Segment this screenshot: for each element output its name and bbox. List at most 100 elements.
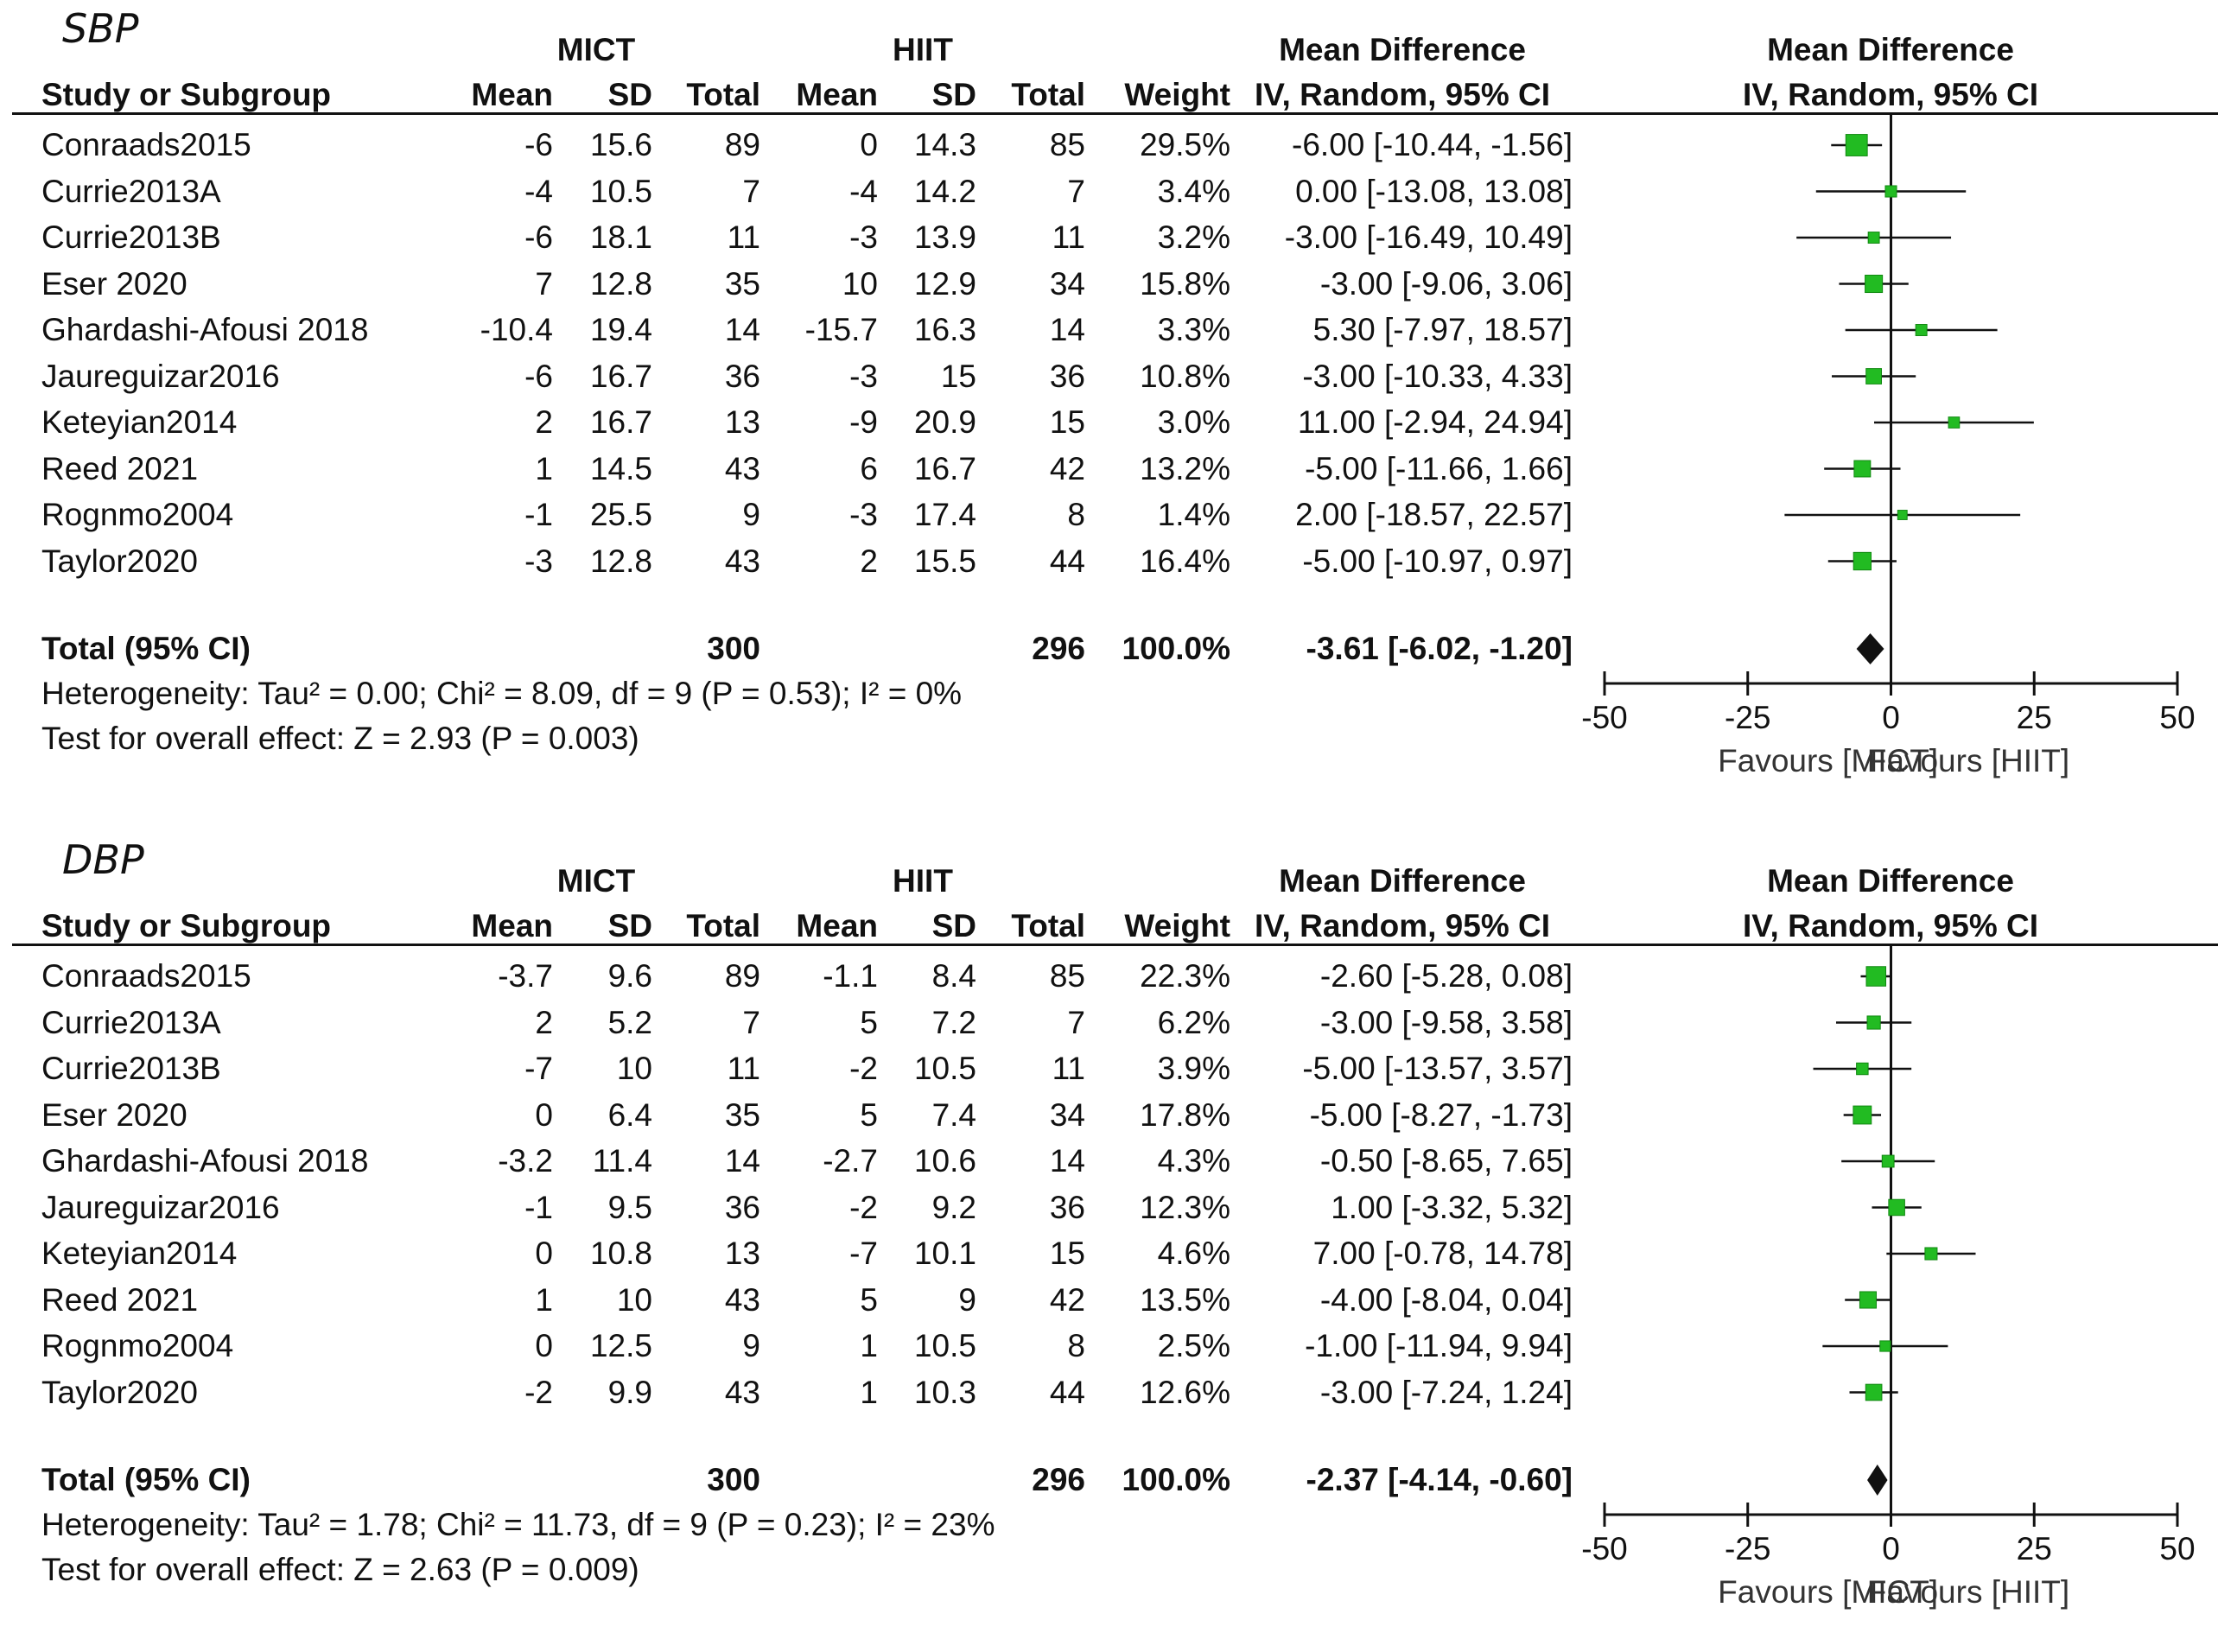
- mean-difference-ci: 7.00 [-0.78, 14.78]: [1312, 1236, 1573, 1271]
- effect-marker: [1853, 1105, 1872, 1125]
- effect-marker: [1867, 232, 1880, 244]
- mean-mict: -3.2: [498, 1143, 553, 1179]
- favours-left-label: Favours [MICT]: [1718, 743, 1938, 778]
- weight: 16.4%: [1140, 543, 1230, 579]
- sd-mict: 10: [616, 1281, 652, 1318]
- md-column-title: Mean Difference: [1279, 32, 1526, 67]
- total-label: Total (95% CI): [41, 631, 251, 666]
- study-name: Ghardashi-Afousi 2018: [41, 312, 369, 347]
- total-hiit: 7: [1067, 1004, 1085, 1040]
- header-sd-hiit: SD: [931, 77, 976, 112]
- forest-plot-area: -50 -25 0 25 50 Favours [MICT]Favours [HIIT]: [1581, 112, 2196, 778]
- weight: 3.4%: [1157, 173, 1230, 209]
- total-hiit: 44: [1049, 1374, 1085, 1410]
- header-mean-hiit: Mean: [796, 77, 878, 112]
- total-mean-difference-ci: -3.61 [-6.02, -1.20]: [1306, 631, 1573, 666]
- header-mean-mict: Mean: [471, 908, 553, 944]
- total-mict: 7: [742, 173, 760, 209]
- header-total-hiit: Total: [1011, 77, 1085, 112]
- header-total-hiit: Total: [1011, 908, 1085, 944]
- weight: 13.5%: [1140, 1281, 1230, 1318]
- favours-right-label: Favours [HIIT]: [1867, 743, 2069, 778]
- total-hiit: 296: [1032, 631, 1085, 666]
- total-hiit: 296: [1032, 1462, 1085, 1497]
- mean-hiit: 1: [860, 1328, 878, 1363]
- effect-marker: [1948, 416, 1961, 429]
- x-tick-label: -25: [1725, 700, 1770, 735]
- sd-mict: 11.4: [592, 1143, 652, 1179]
- sd-mict: 10.5: [589, 173, 652, 209]
- study-name: Currie2013A: [41, 173, 221, 209]
- effect-marker: [1853, 460, 1872, 478]
- sd-mict: 9.5: [607, 1189, 652, 1225]
- effect-marker: [1865, 274, 1884, 294]
- mean-hiit: 0: [860, 127, 878, 162]
- mean-mict: -6: [524, 219, 553, 255]
- weight: 13.2%: [1140, 450, 1230, 486]
- sd-mict: 9.9: [607, 1374, 652, 1410]
- x-tick-label: 0: [1882, 1531, 1900, 1566]
- sd-hiit: 10.5: [913, 1328, 976, 1363]
- total-mict: 11: [727, 1051, 760, 1086]
- study-name: Conraads2015: [41, 127, 251, 162]
- total-mict: 35: [724, 1096, 760, 1133]
- mean-hiit: -7: [849, 1236, 878, 1271]
- heterogeneity-text: Heterogeneity: Tau² = 1.78; Chi² = 11.73…: [41, 1507, 995, 1542]
- study-name: Jaureguizar2016: [41, 358, 280, 394]
- sd-mict: 12.8: [589, 543, 652, 579]
- weight: 22.3%: [1140, 958, 1230, 994]
- sd-mict: 19.4: [589, 312, 652, 347]
- group2-label: HIIT: [893, 863, 953, 899]
- total-mict: 300: [707, 1462, 760, 1497]
- study-name: Ghardashi-Afousi 2018: [41, 1143, 369, 1179]
- total-mict: 13: [724, 404, 760, 440]
- mean-hiit: -15.7: [804, 312, 878, 347]
- weight: 12.6%: [1140, 1374, 1230, 1410]
- x-tick-label: 25: [2017, 700, 2052, 735]
- header-mean-hiit: Mean: [796, 908, 878, 944]
- weight: 12.3%: [1140, 1189, 1230, 1225]
- mean-difference-ci: -3.00 [-16.49, 10.49]: [1284, 219, 1573, 255]
- mean-hiit: 5: [860, 1096, 878, 1133]
- sd-hiit: 15: [940, 358, 976, 394]
- total-mict: 43: [724, 1374, 760, 1410]
- effect-marker: [1897, 510, 1908, 520]
- mean-hiit: -3: [849, 497, 878, 532]
- study-name: Keteyian2014: [41, 404, 238, 440]
- mean-mict: -3: [524, 543, 553, 579]
- mean-mict: 2: [535, 1004, 553, 1040]
- sd-hiit: 8.4: [931, 958, 976, 994]
- total-mict: 36: [724, 358, 760, 394]
- effect-marker: [1859, 1291, 1878, 1309]
- total-hiit: 42: [1049, 1281, 1085, 1318]
- header-rule: [12, 112, 2218, 115]
- sd-mict: 9.6: [607, 958, 652, 994]
- mean-mict: -3.7: [498, 958, 553, 994]
- mean-difference-ci: 2.00 [-18.57, 22.57]: [1295, 497, 1573, 532]
- summary-diamond: [1867, 1465, 1888, 1496]
- weight: 1.4%: [1157, 497, 1230, 532]
- panel-title: DBP: [62, 836, 144, 883]
- mean-mict: 0: [535, 1096, 553, 1133]
- mean-difference-ci: -5.00 [-8.27, -1.73]: [1309, 1096, 1573, 1133]
- sd-hiit: 9: [958, 1281, 976, 1318]
- sd-hiit: 9.2: [931, 1189, 976, 1225]
- header-weight: Weight: [1124, 77, 1230, 112]
- mean-hiit: -3: [849, 358, 878, 394]
- study-name: Eser 2020: [41, 265, 187, 302]
- total-mict: 89: [724, 958, 760, 994]
- total-weight: 100.0%: [1122, 631, 1231, 666]
- mean-mict: 7: [535, 265, 553, 302]
- total-mict: 36: [724, 1189, 760, 1225]
- total-hiit: 34: [1049, 1096, 1085, 1133]
- effect-marker: [1881, 1154, 1895, 1168]
- favours-left-label: Favours [MICT]: [1718, 1574, 1938, 1610]
- total-mict: 7: [742, 1004, 760, 1040]
- group2-label: HIIT: [893, 32, 953, 67]
- x-tick-label: 0: [1882, 700, 1900, 735]
- sd-hiit: 14.2: [913, 173, 976, 209]
- study-name: Reed 2021: [41, 450, 199, 486]
- mean-difference-ci: -3.00 [-7.24, 1.24]: [1319, 1374, 1573, 1410]
- total-mict: 9: [742, 1328, 760, 1363]
- sd-mict: 10: [616, 1051, 652, 1086]
